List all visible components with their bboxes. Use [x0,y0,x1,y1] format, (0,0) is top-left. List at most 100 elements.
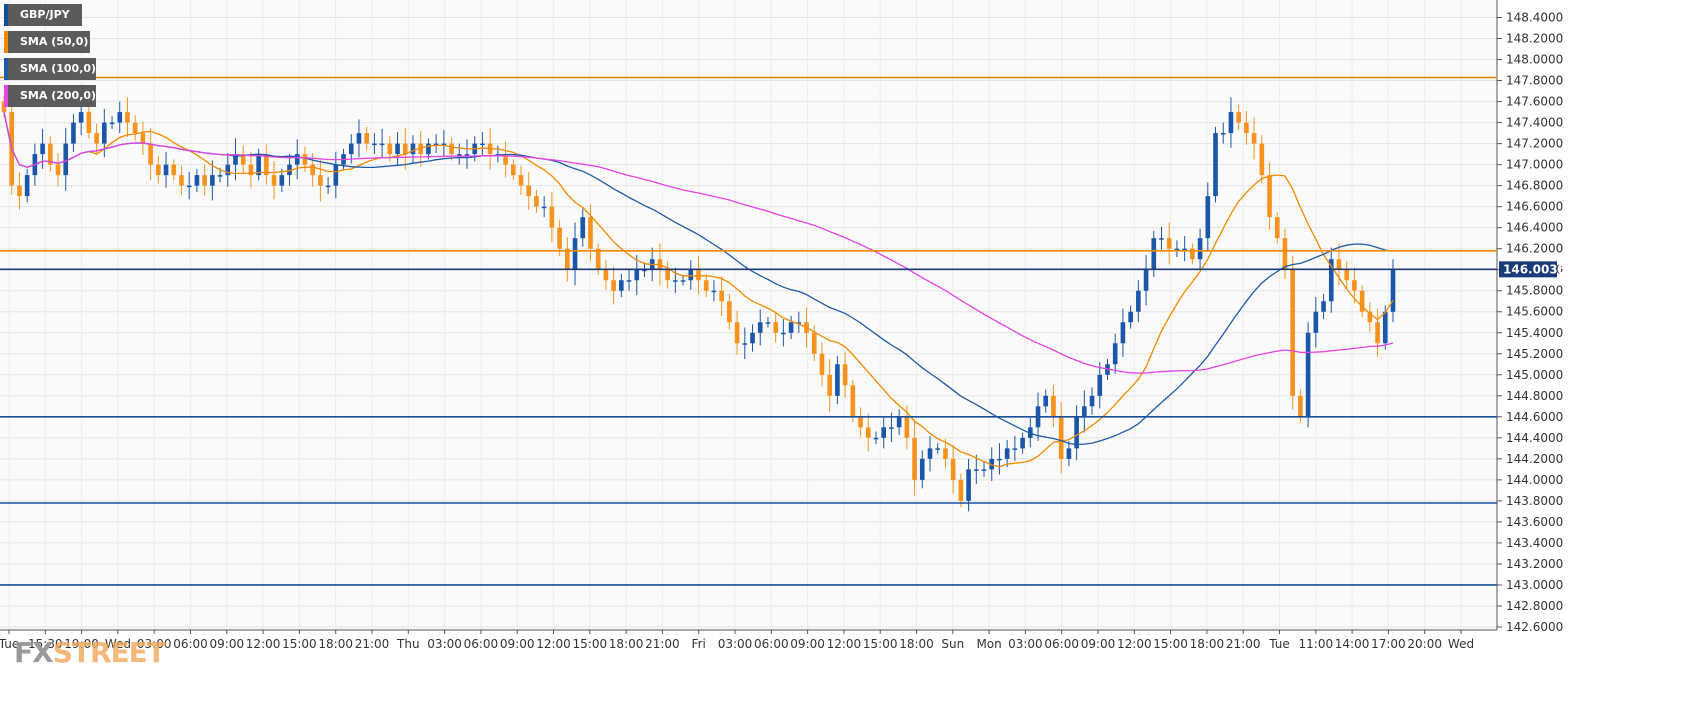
candle-body [842,364,848,386]
candle-body [1128,311,1133,323]
candle-body [595,248,601,270]
candle-body [634,269,640,281]
candle-body [788,322,794,333]
sma-200-line [3,111,1394,374]
candle-body [47,143,53,165]
candle-body [757,322,763,333]
candle-body [1004,448,1010,459]
y-tick-label: 146.2000 [1506,242,1563,256]
candle-body [781,332,786,335]
candle-body [572,238,578,270]
candle-body [750,332,755,344]
x-tick-label: 03:00 [427,637,462,651]
candle-body [163,164,169,176]
legend-item-sma200[interactable]: SMA (200,0) [4,85,96,107]
legend-item-gbpjpy[interactable]: GBP/JPY [4,4,82,26]
current-price-badge [1499,261,1557,278]
y-tick-label: 143.2000 [1506,557,1563,571]
candle-body [727,301,732,323]
x-tick-label: 09:00 [790,637,825,651]
candle-body [117,112,123,123]
y-tick-label: 148.4000 [1506,11,1563,25]
candle-body [742,343,748,345]
x-tick-label: 12:00 [246,637,281,651]
candle-body [1236,112,1241,123]
candle-body [1298,395,1303,417]
candle-body [665,269,670,281]
y-tick-label: 143.0000 [1506,578,1563,592]
candle-body [86,112,92,134]
candle-body [1182,248,1187,251]
candle-body [1205,196,1211,239]
candle-body [125,112,130,123]
candle-body [1267,175,1272,218]
candle-body [256,154,261,176]
candle-body [318,175,323,186]
candle-body [518,175,524,186]
x-tick-label: Thu [396,637,420,651]
y-tick-label: 146.4000 [1506,221,1563,235]
x-tick-label: 15:00 [863,637,898,651]
x-tick-label: 15:00 [573,637,608,651]
candle-body [78,112,84,123]
x-tick-label: 19:00 [64,637,99,651]
candle-body [356,133,362,144]
candle-body [379,143,385,146]
candle-body [896,416,902,428]
x-tick-label: 03:00 [1008,637,1043,651]
candle-body [1190,248,1195,260]
x-tick-label: Tue [1268,637,1290,651]
candle-body [958,479,964,501]
logo-fx: FX [14,636,54,669]
candle-body [294,154,300,165]
current-price-label: 146.0035 [1503,262,1566,276]
candle-body [1244,122,1249,134]
candle-body [441,143,447,146]
candle-body [456,154,462,156]
candle-body [194,175,200,186]
x-tick-label: 15:30 [28,637,63,651]
candle-body [1051,395,1056,417]
candle-body [1020,437,1025,449]
candle-body [626,280,632,282]
candle-body [1174,248,1180,251]
candle-body [688,269,694,281]
candle-body [271,175,277,186]
y-tick-label: 144.8000 [1506,389,1563,403]
legend-item-sma50[interactable]: SMA (50,0) [4,31,90,53]
y-tick-label: 145.4000 [1506,326,1563,340]
x-tick-label: Mon [976,637,1001,651]
candle-body [1213,133,1218,197]
candle-body [17,185,22,197]
x-tick-label: Wed [1448,637,1474,651]
x-tick-label: 21:00 [355,637,390,651]
candle-body [619,280,624,291]
candle-body [233,154,238,165]
candle-body [210,175,215,186]
candle-body [943,448,948,459]
candle-body [580,217,586,239]
x-tick-label: Wed [105,637,131,651]
x-tick-label: 21:00 [1226,637,1261,651]
candle-body [179,175,184,186]
candle-body [217,175,223,177]
candle-body [966,469,971,501]
candle-body [171,164,177,176]
legend-item-sma100[interactable]: SMA (100,0) [4,58,96,80]
candle-body [873,437,879,440]
candle-body [711,290,717,293]
candle-body [904,416,910,438]
candle-body [973,469,979,471]
candle-body [1151,238,1157,270]
candle-body [858,416,863,428]
candle-body [719,290,724,302]
candle-body [510,164,516,176]
candle-body [1120,322,1126,344]
fxstreet-logo: FXSTREET [14,636,166,669]
x-tick-label: 20:00 [1407,637,1442,651]
candle-body [680,280,686,282]
x-tick-label: 18:00 [1190,637,1225,651]
candle-body [889,427,894,429]
candle-body [264,154,269,176]
